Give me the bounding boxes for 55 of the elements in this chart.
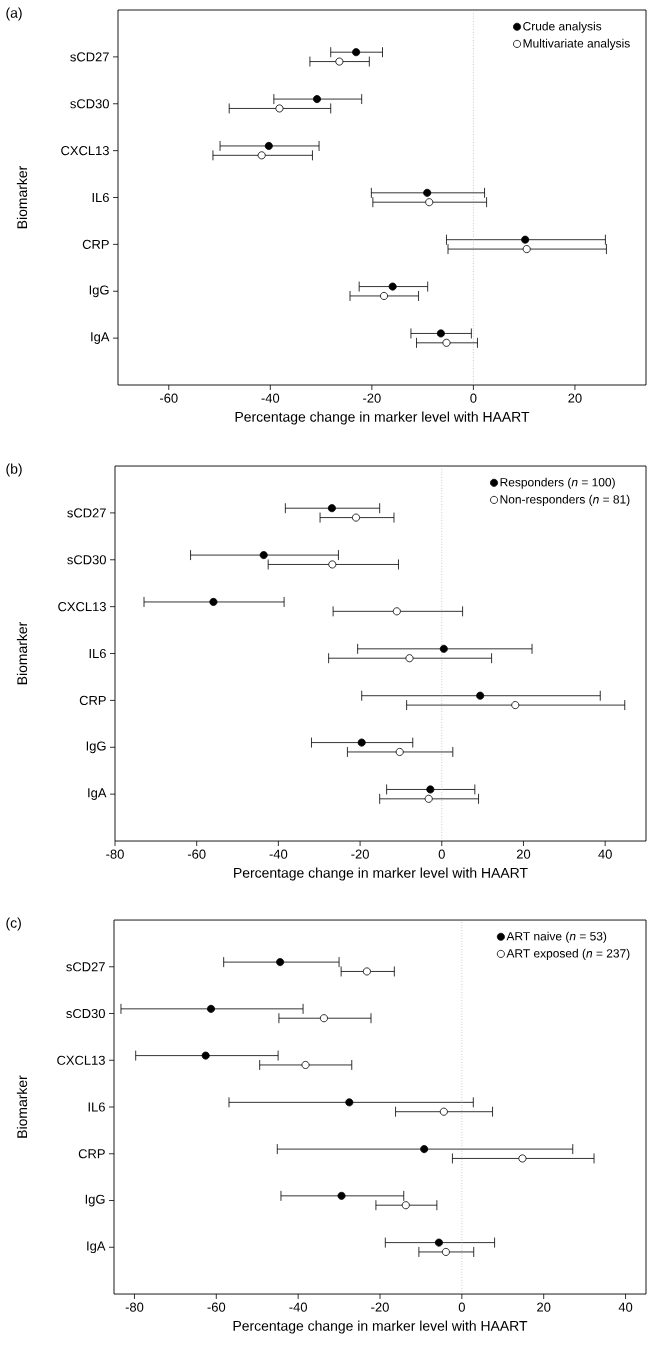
- chart-title: (b): [6, 463, 22, 477]
- x-tick-label: -20: [363, 393, 381, 403]
- x-tick-label: 0: [470, 393, 477, 403]
- x-axis-title: Percentage change in marker level with HAART: [235, 411, 530, 425]
- y-tick-label: sCD30: [67, 555, 106, 565]
- y-tick-label: CRP: [82, 239, 109, 249]
- x-tick-label: -60: [159, 393, 178, 403]
- x-tick-label: 20: [516, 849, 531, 859]
- x-axis-title: Percentage change in marker level with HAART: [233, 1320, 528, 1334]
- x-tick-label: 20: [537, 1302, 551, 1312]
- legend-label: Multivariate analysis: [523, 38, 630, 50]
- chart-title: (c): [6, 917, 21, 931]
- x-tick-label: -20: [371, 1302, 389, 1312]
- y-tick-label: sCD30: [66, 1008, 105, 1019]
- x-tick-label: 40: [618, 1302, 633, 1312]
- y-tick-label: IgA: [87, 1241, 106, 1254]
- y-tick-label: IgG: [85, 1194, 105, 1207]
- x-tick-label: -40: [261, 393, 280, 403]
- legend-label: Crude analysis: [523, 21, 602, 33]
- x-tick-label: -60: [207, 1302, 226, 1312]
- legend-label: ART naive (n = 53): [506, 931, 607, 943]
- y-tick-label: sCD27: [67, 508, 106, 518]
- x-axis-title: Percentage change in marker level with HAART: [234, 867, 528, 881]
- x-tick-label: 40: [598, 849, 612, 859]
- x-tick-label: -20: [351, 849, 369, 859]
- y-tick-label: IL6: [89, 648, 106, 659]
- x-tick-label: -40: [289, 1302, 308, 1312]
- y-tick-label: CRP: [79, 695, 106, 705]
- y-tick-label: CRP: [78, 1149, 105, 1159]
- y-tick-label: IgG: [89, 285, 109, 298]
- x-tick-label: 0: [458, 1302, 465, 1312]
- y-tick-label: IgG: [86, 741, 106, 754]
- legend-label: ART exposed (n = 237): [506, 948, 630, 960]
- y-tick-label: sCD27: [66, 962, 105, 972]
- y-tick-label: IL6: [88, 1102, 105, 1112]
- y-tick-label: sCD27: [70, 52, 109, 62]
- x-tick-label: 0: [438, 849, 445, 859]
- y-tick-label: CXCL13: [57, 1055, 105, 1065]
- y-axis-title: Biomarker: [16, 621, 28, 685]
- legend-label: Responders (n = 100): [500, 477, 615, 489]
- y-tick-label: CXCL13: [58, 602, 106, 612]
- y-tick-label: IgA: [91, 332, 110, 344]
- y-axis-title: Biomarker: [16, 165, 28, 229]
- legend-label: Non-responders (n = 81): [500, 494, 630, 506]
- y-axis-title: Biomarker: [16, 1075, 28, 1138]
- x-tick-label: -80: [125, 1302, 144, 1312]
- chart-title: (a): [6, 7, 22, 21]
- y-tick-label: CXCL13: [61, 146, 109, 156]
- x-tick-label: -80: [106, 849, 124, 859]
- x-tick-label: -60: [187, 849, 206, 859]
- y-tick-label: IgA: [88, 788, 107, 800]
- x-tick-label: -40: [269, 849, 288, 859]
- x-tick-label: 20: [568, 393, 582, 403]
- y-tick-label: sCD30: [70, 99, 109, 109]
- y-tick-label: IL6: [92, 192, 109, 203]
